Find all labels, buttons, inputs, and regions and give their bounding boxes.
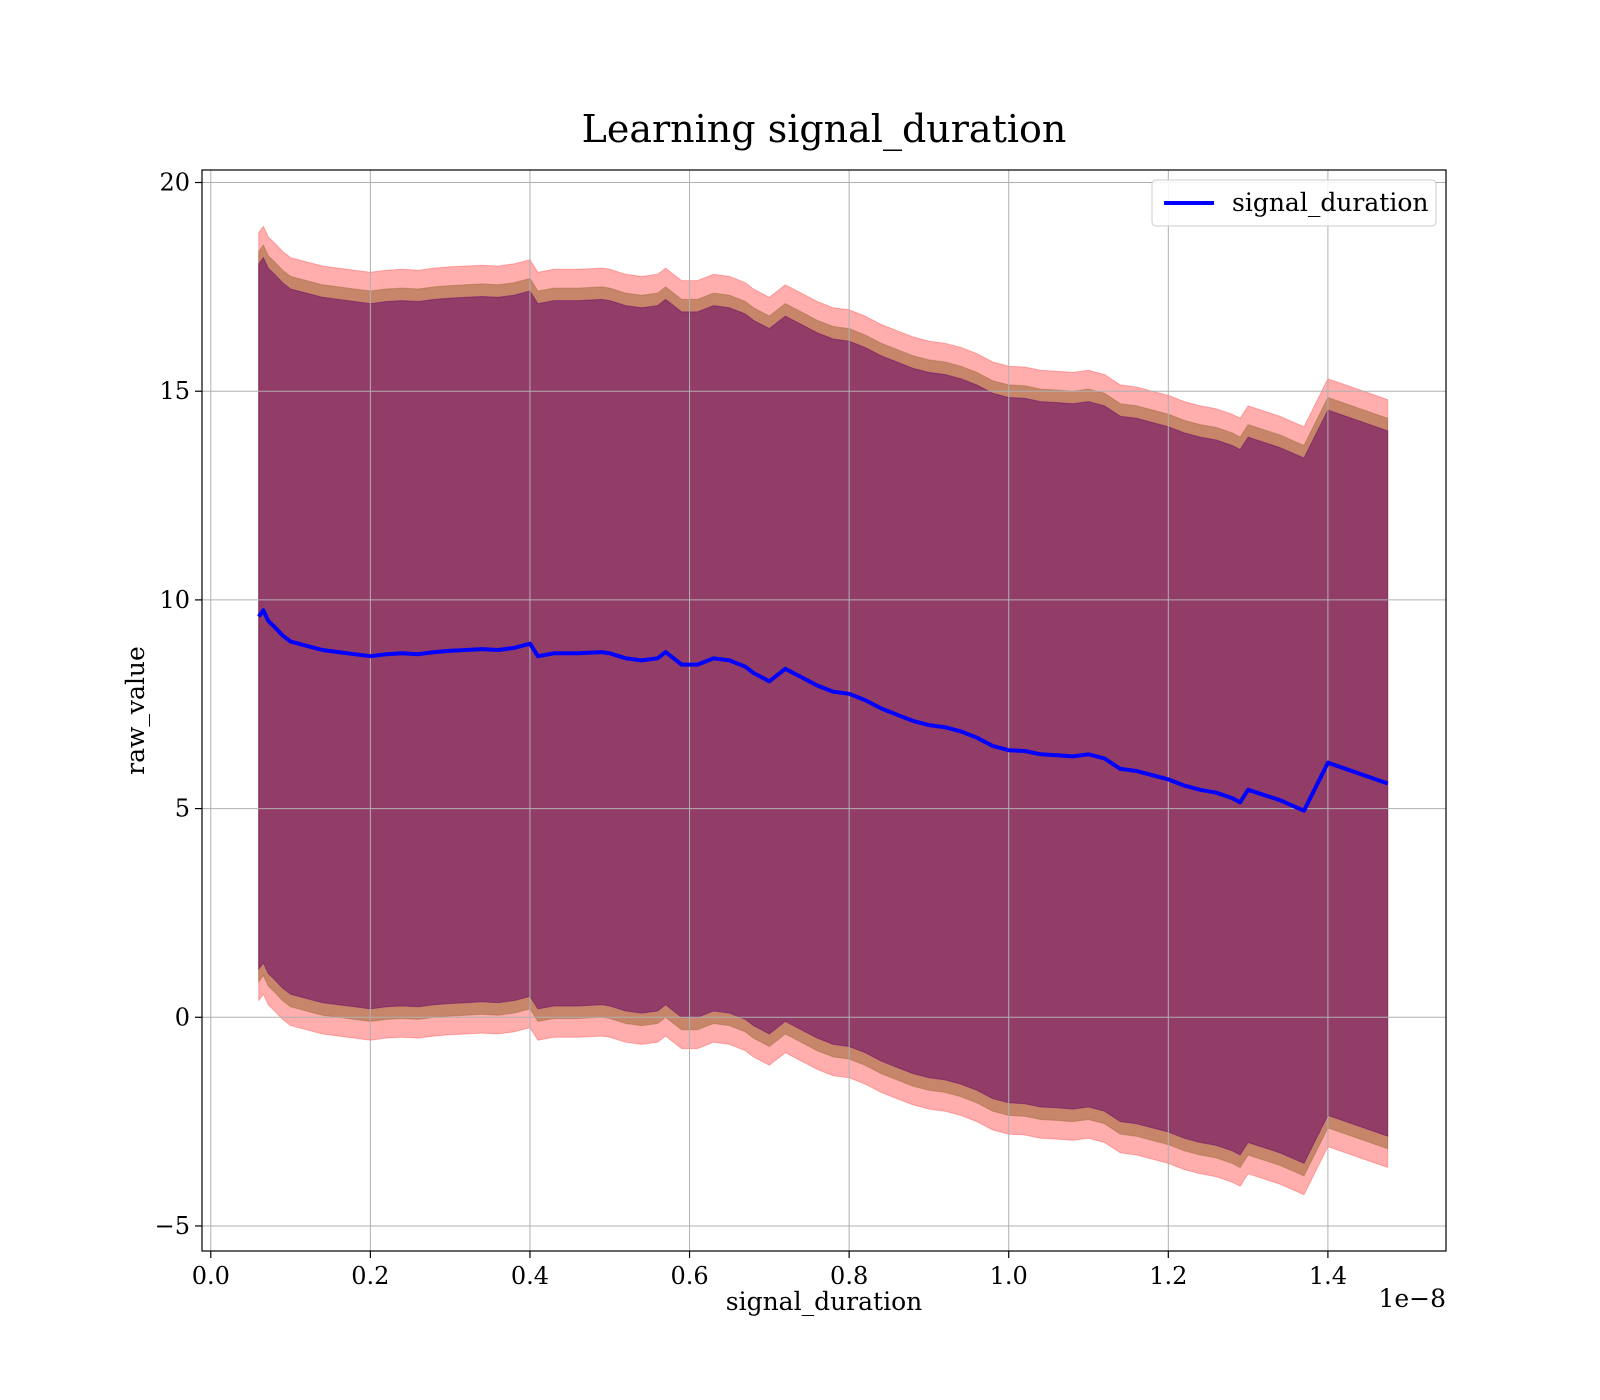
y-tick-label: 0 xyxy=(175,1003,190,1031)
y-tick-label: −5 xyxy=(155,1212,190,1240)
x-tick-label: 1.0 xyxy=(990,1262,1028,1290)
legend: signal_duration xyxy=(1151,179,1437,227)
x-tick-label: 0.2 xyxy=(351,1262,389,1290)
y-axis-ticks: −5 0 5 10 15 20 xyxy=(155,169,202,1240)
chart-title: Learning signal_duration xyxy=(582,107,1067,152)
legend-label: signal_duration xyxy=(1232,188,1428,217)
x-axis-offset-label: 1e−8 xyxy=(1378,1284,1446,1313)
y-tick-label: 15 xyxy=(159,377,190,405)
y-tick-label: 20 xyxy=(159,169,190,197)
confidence-bands xyxy=(258,225,1389,1196)
series-lines xyxy=(257,608,1389,813)
x-tick-label: 1.4 xyxy=(1309,1262,1347,1290)
x-tick-label: 1.2 xyxy=(1149,1262,1187,1290)
x-axis-label: signal_duration xyxy=(726,1287,922,1316)
x-tick-label: 0.6 xyxy=(670,1262,708,1290)
x-tick-label: 0.8 xyxy=(830,1262,868,1290)
series-line-signal-duration xyxy=(257,608,1389,813)
y-tick-label: 5 xyxy=(175,795,190,823)
x-tick-label: 0.0 xyxy=(192,1262,230,1290)
legend-box xyxy=(1151,179,1437,227)
y-tick-label: 10 xyxy=(159,586,190,614)
y-axis-label: raw_value xyxy=(121,646,150,775)
x-tick-label: 0.4 xyxy=(511,1262,549,1290)
x-axis-ticks: 0.0 0.2 0.4 0.6 0.8 1.0 1.2 1.4 xyxy=(192,1251,1347,1290)
band-inner xyxy=(258,256,1389,1165)
plot-frame xyxy=(201,169,1447,1252)
